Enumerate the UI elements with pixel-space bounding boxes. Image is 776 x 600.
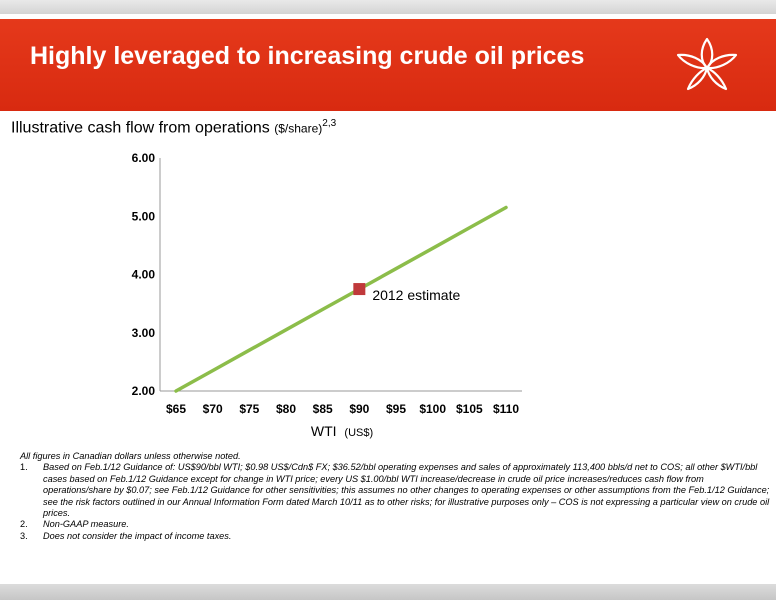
footnote-item: 3. Does not consider the impact of income… <box>20 531 772 542</box>
series-line <box>174 205 508 393</box>
title-banner <box>0 19 776 111</box>
footnote-item: 1. Based on Feb.1/12 Guidance of: US$90/b… <box>20 462 772 519</box>
y-tick-label: 4.00 <box>132 268 156 282</box>
footnote-number: 3. <box>20 530 28 541</box>
footnote-number: 1. <box>20 462 28 473</box>
chart-title-unit: ($/share) <box>274 121 323 136</box>
x-tick-label: $85 <box>313 402 333 416</box>
y-ticks: 6.00 5.00 4.00 3.00 2.00 <box>132 151 156 398</box>
x-tick-label: $90 <box>349 402 369 416</box>
page-title: Highly leveraged to increasing crude oil… <box>30 42 585 70</box>
x-axis-title: WTI (US$) <box>311 423 373 439</box>
notes-list: 1. Based on Feb.1/12 Guidance of: US$90/b… <box>20 462 772 542</box>
estimate-marker <box>353 283 366 296</box>
x-tick-label: $80 <box>276 402 296 416</box>
chart-title: Illustrative cash flow from operations (… <box>11 118 336 137</box>
y-tick-label: 2.00 <box>132 384 156 398</box>
footnote-text: Does not consider the impact of income t… <box>43 530 232 541</box>
footnote-text: Non-GAAP measure. <box>43 519 129 530</box>
footnote-text: Based on Feb.1/12 Guidance of: US$90/bbl… <box>43 462 770 519</box>
footnote-number: 2. <box>20 519 28 530</box>
x-tick-label: $70 <box>203 402 223 416</box>
footnote-item: 2. Non-GAAP measure. <box>20 519 772 530</box>
x-tick-label: $65 <box>166 402 186 416</box>
y-tick-label: 6.00 <box>132 151 156 165</box>
bottom-decor-strip <box>0 584 776 600</box>
x-axis-label: WTI <box>311 423 337 439</box>
x-axis-unit: (US$) <box>344 427 373 439</box>
flower-logo-icon <box>676 37 738 91</box>
top-decor-strip <box>0 0 776 14</box>
chart-title-superscript: 2,3 <box>322 118 337 129</box>
x-tick-label: $75 <box>239 402 259 416</box>
x-tick-label: $105 <box>456 402 483 416</box>
x-ticks: $65 $70 $75 $80 $85 $90 $95 $100 $105 $110 <box>166 402 519 416</box>
x-tick-label: $110 <box>493 402 519 416</box>
y-tick-label: 3.00 <box>132 326 156 340</box>
chart-title-text: Illustrative cash flow from operations <box>11 119 270 137</box>
y-tick-label: 5.00 <box>132 209 156 223</box>
x-tick-label: $100 <box>419 402 446 416</box>
footnotes: All figures in Canadian dollars unless o… <box>20 451 772 542</box>
notes-intro: All figures in Canadian dollars unless o… <box>20 451 241 461</box>
estimate-label: 2012 estimate <box>372 287 460 303</box>
x-tick-label: $95 <box>386 402 406 416</box>
